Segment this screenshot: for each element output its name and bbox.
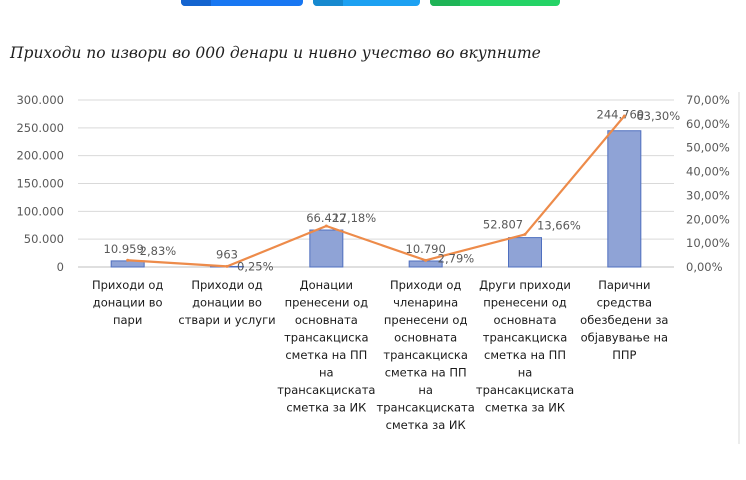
category-label-line: трансакциската bbox=[277, 383, 375, 397]
category-label-line: Приходи од bbox=[92, 278, 163, 292]
category-label-line: сметка за ИК bbox=[485, 401, 565, 415]
category-label-line: пренесени од bbox=[384, 313, 468, 327]
category-label-line: трансакциска bbox=[284, 331, 369, 345]
category-label-line: донации во bbox=[192, 296, 262, 310]
category-label: Други приходи пренесени од основната транса… bbox=[476, 278, 574, 415]
y2-tick-label: 50,00% bbox=[686, 141, 730, 155]
bar-value-label: 244.769 bbox=[597, 108, 645, 122]
category-label-line: сметка на ПП bbox=[484, 348, 566, 362]
line-value-label: 63,30% bbox=[636, 109, 680, 123]
category-label-line: трансакциската bbox=[476, 383, 574, 397]
category-label-line: сметка за ИК bbox=[386, 418, 466, 432]
category-label-line: Приходи од bbox=[191, 278, 262, 292]
category-label-line: пари bbox=[113, 313, 142, 327]
share-line bbox=[127, 115, 626, 268]
y-tick-label: 50.000 bbox=[24, 232, 64, 246]
category-label-line: средства bbox=[597, 296, 653, 310]
bar bbox=[607, 130, 642, 268]
twitter-icon bbox=[313, 0, 343, 6]
bar-value-label: 10.790 bbox=[406, 242, 446, 256]
y2-tick-label: 0,00% bbox=[686, 260, 723, 274]
category-label-line: трансакциска bbox=[383, 348, 468, 362]
whatsapp-share-button[interactable] bbox=[430, 0, 560, 6]
category-label: Приходи од членарина пренесени од основната… bbox=[377, 278, 475, 432]
whatsapp-icon bbox=[430, 0, 460, 6]
share-bar bbox=[0, 0, 746, 8]
category-label-line: Парични bbox=[598, 278, 650, 292]
y2-tick-label: 30,00% bbox=[686, 188, 730, 202]
y2-tick-label: 20,00% bbox=[686, 212, 730, 226]
y-tick-label: 200.000 bbox=[16, 149, 64, 163]
category-label-line: Приходи од bbox=[390, 278, 461, 292]
category-label-line: основната bbox=[295, 313, 358, 327]
bar-value-label: 52.807 bbox=[483, 218, 523, 232]
category-label-line: ППР bbox=[612, 348, 636, 362]
category-label-line: пренесени од bbox=[483, 296, 567, 310]
category-label: Парични средства обезбедени за објавување н… bbox=[580, 278, 668, 362]
category-label-line: сметка за ИК bbox=[286, 401, 366, 415]
category-label-line: објавување на bbox=[581, 331, 668, 345]
bar-value-label: 66.422 bbox=[306, 211, 346, 225]
line-value-label: 2,79% bbox=[438, 251, 475, 265]
category-label-line: Донации bbox=[300, 278, 353, 292]
category-label: Приходи од донации во пари bbox=[92, 278, 163, 327]
y2-tick-label: 10,00% bbox=[686, 236, 730, 250]
y-tick-label: 150.000 bbox=[16, 177, 64, 191]
facebook-icon bbox=[181, 0, 211, 6]
twitter-share-button[interactable] bbox=[313, 0, 420, 6]
category-label-line: трансакциска bbox=[483, 331, 568, 345]
category-label-line: Други приходи bbox=[479, 278, 571, 292]
y-tick-label: 100.000 bbox=[16, 204, 64, 218]
line-point bbox=[126, 258, 130, 262]
bar bbox=[508, 237, 542, 268]
line-point bbox=[225, 264, 229, 268]
category-label-line: обезбедени за bbox=[580, 313, 668, 327]
category-label-line: членарина bbox=[393, 296, 458, 310]
chart-title: Приходи по извори во 000 денари и нивно … bbox=[10, 44, 541, 62]
category-label-line: ствари и услуги bbox=[178, 313, 275, 327]
category-label-line: основната bbox=[493, 313, 556, 327]
line-point bbox=[523, 232, 527, 236]
line-value-label: 2,83% bbox=[140, 244, 177, 258]
line-point bbox=[622, 114, 626, 118]
category-label-line: трансакциската bbox=[377, 401, 475, 415]
category-label-line: на bbox=[319, 366, 334, 380]
category-label-line: на bbox=[418, 383, 433, 397]
category-label-line: пренесени од bbox=[285, 296, 369, 310]
category-label-line: сметка на ПП bbox=[285, 348, 367, 362]
line-value-label: 13,66% bbox=[537, 218, 581, 232]
bar-value-label: 10.959 bbox=[104, 242, 144, 256]
bar bbox=[309, 229, 344, 268]
category-label-line: сметка на ПП bbox=[385, 366, 467, 380]
line-point bbox=[424, 258, 428, 262]
facebook-share-button[interactable] bbox=[181, 0, 303, 6]
line-value-label: 17,18% bbox=[332, 211, 376, 225]
category-label-line: основната bbox=[394, 331, 457, 345]
line-point bbox=[324, 224, 328, 228]
category-label: Донации пренесени од основната трансакциска… bbox=[277, 278, 375, 415]
y2-tick-label: 40,00% bbox=[686, 165, 730, 179]
y-tick-label: 300.000 bbox=[16, 93, 64, 107]
y2-tick-label: 70,00% bbox=[686, 93, 730, 107]
category-label: Приходи од донации во ствари и услуги bbox=[178, 278, 275, 327]
category-label-line: донации во bbox=[93, 296, 163, 310]
combo-chart: 0 50.000 100.000 150.000 200.000 250.000 300.0… bbox=[16, 92, 740, 444]
y-tick-label: 0 bbox=[57, 260, 64, 274]
bar-value-label: 963 bbox=[216, 247, 238, 261]
y-tick-label: 250.000 bbox=[16, 121, 64, 135]
y2-tick-label: 60,00% bbox=[686, 117, 730, 131]
line-value-label: 0,25% bbox=[237, 259, 274, 273]
category-label-line: на bbox=[518, 366, 533, 380]
